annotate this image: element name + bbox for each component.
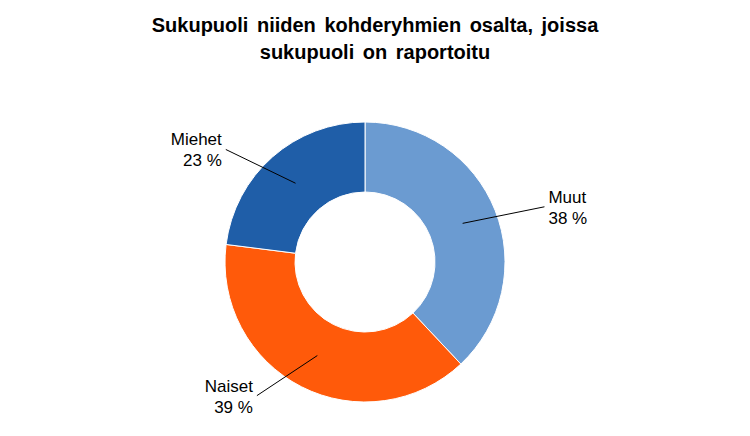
slice-name: Muut [548,188,586,207]
leader-line [226,149,296,183]
leader-line [463,207,545,224]
slice [226,122,365,253]
slice-name: Naiset [205,377,253,396]
slice-name: Miehet [171,130,222,149]
data-label: 39 % [214,398,253,417]
slices [225,122,505,402]
slice [225,244,461,402]
data-label: 23 % [183,151,222,170]
labels: Muut 38 % Naiset 39 % Miehet 23 % [171,130,587,416]
chart-title: Sukupuoli niiden kohderyhmien osalta, jo… [135,12,615,66]
leader-line [257,356,317,396]
chart-svg: Muut 38 % Naiset 39 % Miehet 23 % [0,0,750,436]
slice [365,122,505,364]
data-label: 38 % [548,209,587,228]
